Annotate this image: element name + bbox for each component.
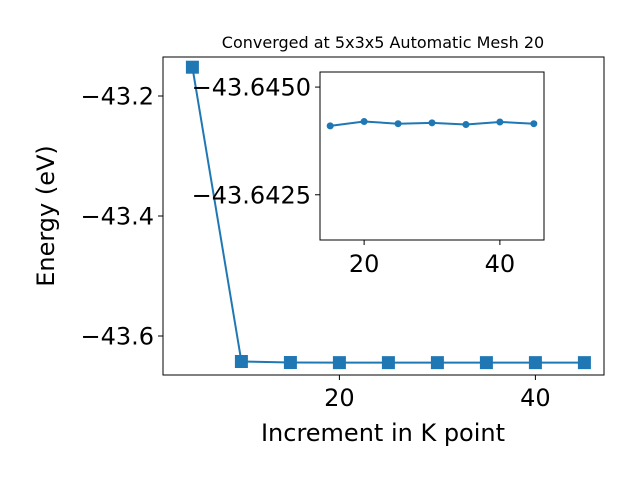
data-point	[185, 60, 199, 74]
y-tick-label: −43.6450	[192, 74, 311, 102]
inset-plot-area	[319, 71, 545, 241]
data-point	[496, 118, 504, 126]
data-point	[394, 120, 402, 128]
data-point	[381, 356, 395, 370]
y-tick-label: −43.6425	[192, 181, 311, 209]
data-point	[326, 122, 334, 130]
data-point	[577, 356, 591, 370]
data-point	[360, 118, 368, 126]
data-point	[332, 356, 346, 370]
chart-title: Converged at 5x3x5 Automatic Mesh 20	[222, 33, 544, 52]
data-point	[462, 121, 470, 129]
data-point	[430, 356, 444, 370]
data-point	[283, 356, 297, 370]
data-point	[479, 356, 493, 370]
data-point	[530, 120, 538, 128]
inset-axis-ticks: 20 40 −43.6450 −43.6425	[192, 74, 516, 278]
data-point	[234, 355, 248, 368]
data-point	[528, 356, 542, 370]
x-tick-label: 40	[520, 384, 551, 412]
y-tick-label: −43.4	[80, 203, 154, 231]
inset-series	[326, 118, 538, 130]
y-tick-label: −43.2	[80, 83, 154, 111]
data-point	[428, 119, 436, 127]
main-axis-ticks: 20 40 −43.2 −43.4 −43.6	[80, 83, 550, 412]
y-axis-label: Energy (eV)	[32, 145, 60, 287]
x-tick-label: 20	[349, 250, 380, 278]
x-tick-label: 20	[324, 384, 355, 412]
main-series	[185, 60, 591, 370]
x-axis-label: Increment in K point	[261, 419, 505, 447]
y-tick-label: −43.6	[80, 323, 154, 351]
x-tick-label: 40	[485, 250, 516, 278]
